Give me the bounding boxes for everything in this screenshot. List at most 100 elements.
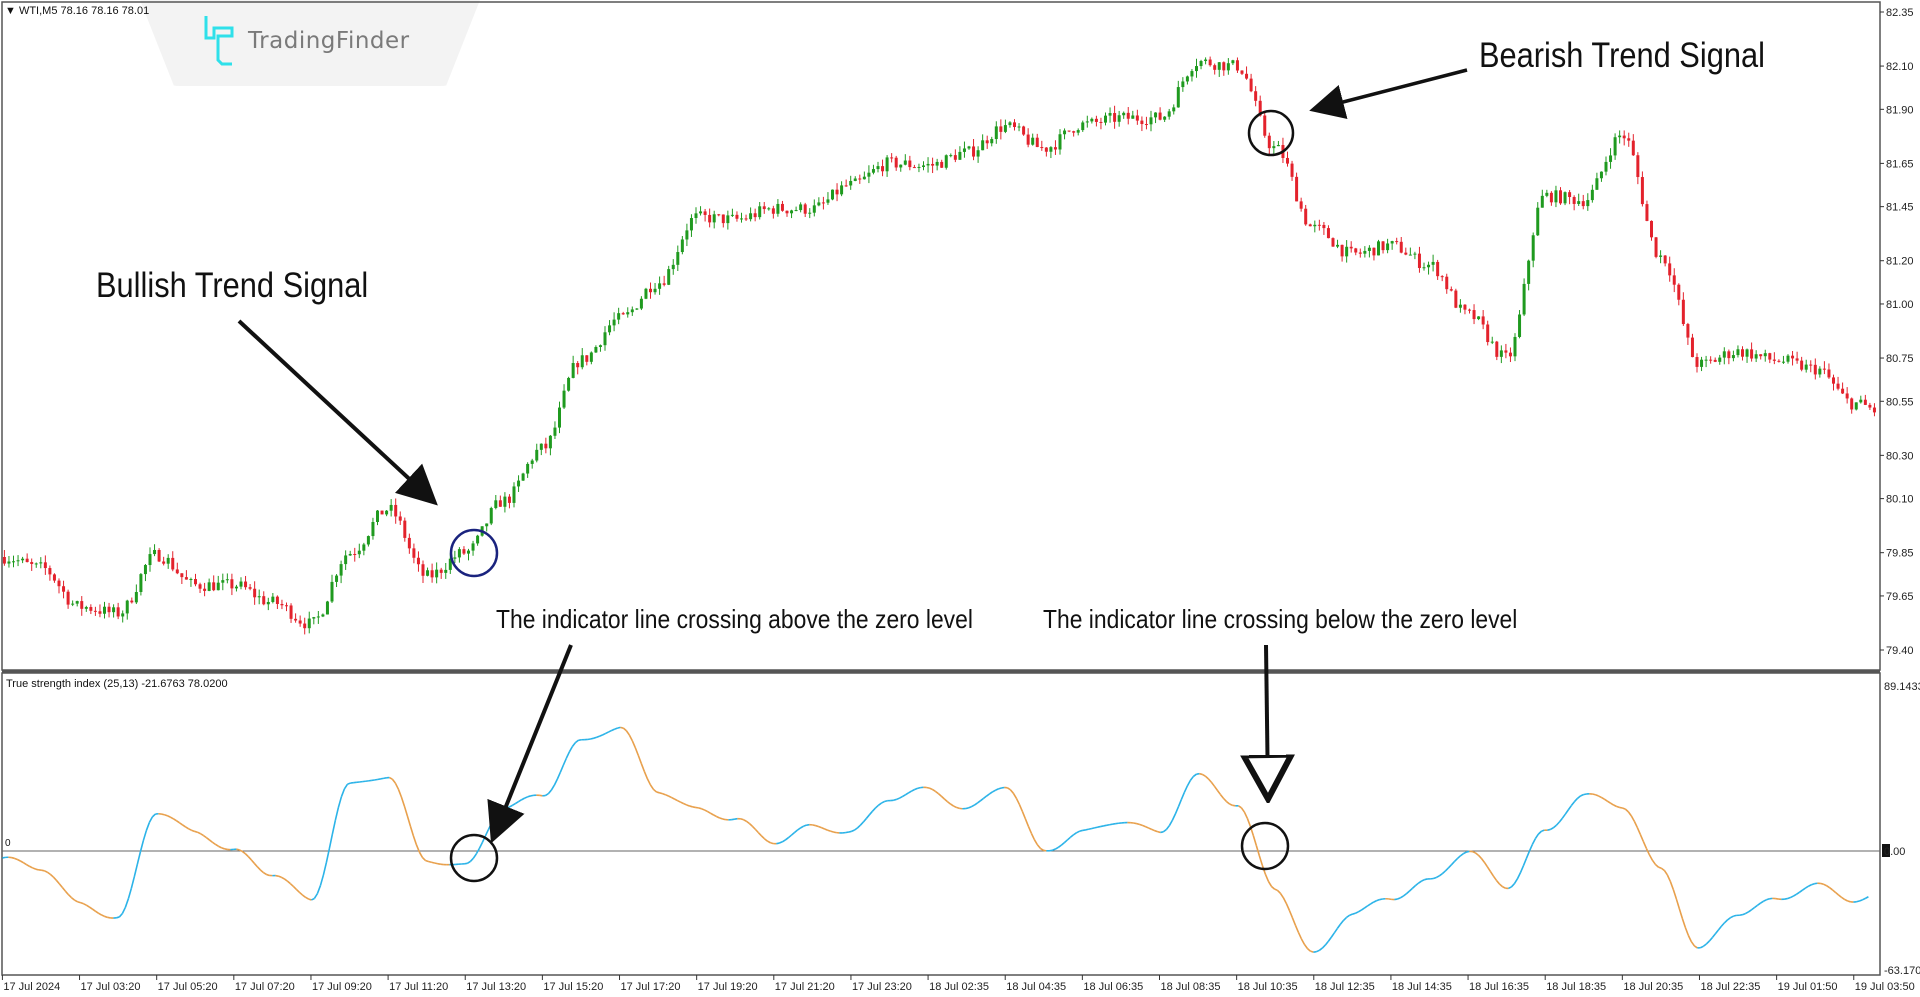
tsi-segment <box>1840 896 1845 900</box>
candle <box>1490 336 1494 345</box>
candle-body <box>1336 244 1340 247</box>
candle-body <box>1836 383 1840 389</box>
candle <box>926 157 930 173</box>
candle-body <box>1235 60 1239 71</box>
tsi-segment <box>1837 894 1842 898</box>
tsi-segment <box>1079 829 1083 833</box>
candle <box>143 563 147 582</box>
tsi-segment <box>1714 929 1720 935</box>
candle <box>166 554 170 569</box>
time-tick-label: 17 Jul 05:20 <box>158 981 218 993</box>
candle-body <box>80 601 84 609</box>
tsi-segment <box>934 790 939 795</box>
candle-body <box>1504 350 1508 353</box>
candle-body <box>1413 253 1417 255</box>
annotation-shapes <box>237 68 1468 883</box>
candle <box>535 443 539 463</box>
candle <box>1308 223 1312 227</box>
candle-body <box>1099 121 1103 123</box>
tsi-segment <box>796 827 801 831</box>
tsi-segment <box>259 869 264 874</box>
candle-body <box>275 596 279 605</box>
tsi-segment <box>985 793 990 797</box>
candle <box>1486 320 1490 346</box>
candle-body <box>972 146 976 157</box>
tsi-segment <box>1112 822 1116 826</box>
time-tick-label: 17 Jul 15:20 <box>543 981 603 993</box>
candle <box>189 577 193 587</box>
candle-body <box>853 178 857 181</box>
tsi-segment <box>1043 849 1047 852</box>
candle-body <box>1053 147 1057 150</box>
candle-body <box>931 163 935 166</box>
tsi-segment <box>1495 879 1501 885</box>
tsi-segment <box>1636 827 1642 835</box>
candle-body <box>1290 163 1294 177</box>
tsi-segment <box>815 824 819 828</box>
tsi-segment <box>181 824 186 828</box>
candle-body <box>1677 284 1681 300</box>
time-tick-label: 18 Jul 18:35 <box>1546 981 1606 993</box>
tsi-segment <box>865 814 871 819</box>
candle-body <box>71 603 75 605</box>
candle <box>1003 119 1007 134</box>
bearish-signal-circle <box>1247 109 1295 157</box>
tsi-segment <box>1823 883 1827 887</box>
tsi-segment <box>1705 940 1710 945</box>
candle-body <box>1458 304 1462 308</box>
candle-body <box>1809 364 1813 366</box>
tsi-segment <box>1552 824 1557 829</box>
candle <box>562 384 566 409</box>
candle-body <box>1540 195 1544 208</box>
candle-body <box>840 185 844 195</box>
tsi-segment <box>241 850 246 855</box>
candle-body <box>1795 358 1799 361</box>
candle <box>1832 374 1835 391</box>
tsi-segment <box>428 860 432 864</box>
candle <box>1745 348 1749 363</box>
tsi-segment <box>620 726 624 729</box>
tsi-segment <box>652 788 657 793</box>
candle-body <box>212 582 216 591</box>
tsi-tick-label: -63.170 <box>1884 965 1920 977</box>
candle <box>262 591 266 606</box>
candle <box>1058 129 1062 155</box>
candle-body <box>421 564 425 576</box>
candle-body <box>1226 63 1230 71</box>
candle <box>389 499 393 517</box>
tsi-segment <box>1567 805 1573 811</box>
tsi-segment <box>1745 911 1749 915</box>
candle-body <box>257 596 261 598</box>
candle-body <box>125 600 129 614</box>
tsi-segment <box>133 863 139 877</box>
tsi-segment <box>1402 893 1407 897</box>
candle-body <box>1427 264 1431 268</box>
candle <box>93 606 97 616</box>
tsi-segment <box>437 862 441 865</box>
tsi-segment <box>1720 922 1725 927</box>
candle-body <box>25 558 29 563</box>
tsi-segment <box>1592 793 1596 796</box>
tsi-segment <box>1207 778 1213 783</box>
candle <box>1399 236 1403 254</box>
tsi-segment <box>550 784 556 791</box>
tsi-segment <box>1291 917 1297 926</box>
tsi-segment <box>1414 882 1419 887</box>
candle <box>985 135 989 149</box>
tsi-segment <box>517 799 522 803</box>
candle-body <box>1272 146 1276 149</box>
candle <box>1295 172 1299 202</box>
candle <box>958 146 962 160</box>
candle <box>1286 151 1289 167</box>
candle <box>1659 250 1663 264</box>
candle <box>1463 304 1467 315</box>
tsi-segment <box>334 807 340 821</box>
candle-body <box>1559 190 1562 204</box>
candle <box>1568 190 1572 205</box>
candle <box>862 171 866 180</box>
tsi-segment <box>1438 872 1443 877</box>
tsi-segment <box>1133 822 1137 825</box>
candle-body <box>1367 247 1371 251</box>
candle <box>685 223 689 247</box>
